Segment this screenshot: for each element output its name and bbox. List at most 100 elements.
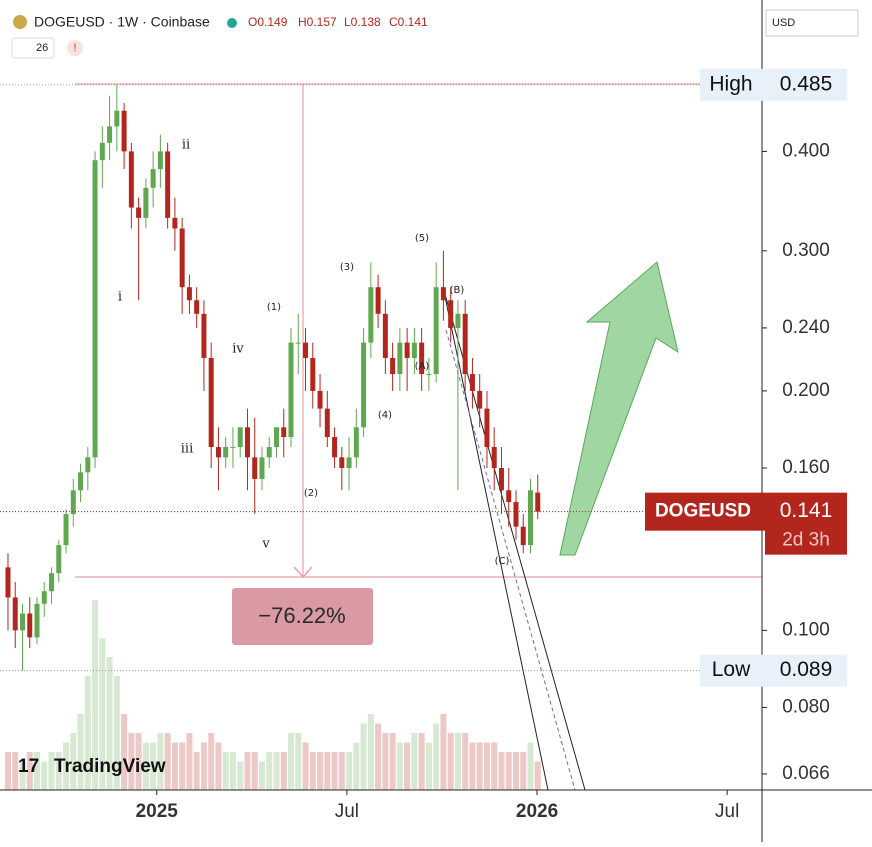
- volume-bar: [179, 742, 186, 790]
- candle-body: [5, 567, 11, 598]
- measure-arrowhead: [293, 566, 313, 579]
- volume-bar: [128, 733, 135, 790]
- wave-label: iv: [232, 342, 244, 357]
- alert-icon[interactable]: [67, 40, 83, 56]
- volume-bar: [237, 761, 244, 790]
- volume-bar: [121, 714, 128, 790]
- volume-bar: [527, 742, 534, 790]
- volume-bar: [512, 752, 519, 790]
- wave-label: (1): [267, 302, 281, 313]
- candle-body: [194, 300, 200, 314]
- x-tick-label: 2026: [516, 801, 558, 822]
- last-price: 0.141: [780, 499, 833, 522]
- candle-body: [273, 427, 279, 448]
- volume-bar: [135, 733, 142, 790]
- volume-bar: [193, 752, 200, 790]
- candle-body: [339, 457, 345, 468]
- volume-bar: [48, 752, 55, 790]
- volume-bar: [26, 752, 33, 790]
- volume-layer: [4, 600, 541, 790]
- candle-body: [78, 472, 84, 491]
- volume-bar: [433, 723, 440, 790]
- candle-body: [121, 110, 127, 152]
- volume-bar: [215, 742, 222, 790]
- candle-body: [288, 342, 294, 438]
- candle-body: [397, 342, 403, 375]
- wave-label: (4): [378, 410, 392, 421]
- wave-label: (2): [304, 488, 318, 499]
- low-label-text: Low: [712, 658, 751, 681]
- candle-body: [172, 217, 178, 229]
- volume-bar: [367, 714, 374, 790]
- y-tick-label: 0.240: [782, 317, 830, 338]
- currency-box[interactable]: [765, 9, 859, 37]
- volume-bar: [425, 742, 432, 790]
- candle-body: [498, 467, 504, 491]
- candle-body: [375, 287, 381, 314]
- volume-bar: [469, 742, 476, 790]
- candle-body: [455, 313, 461, 328]
- candle-body: [535, 492, 541, 512]
- ohlc: O0.149: [248, 15, 288, 29]
- volume-bar: [229, 752, 236, 790]
- candle-body: [353, 427, 359, 458]
- candle-body: [346, 457, 352, 468]
- candle-body: [179, 228, 185, 288]
- candle-body: [165, 151, 171, 218]
- candle-body: [324, 408, 330, 438]
- volume-bar: [520, 752, 527, 790]
- volume-bar: [505, 752, 512, 790]
- volume-bar: [411, 733, 418, 790]
- candle-body: [70, 490, 76, 515]
- low-label-box: [700, 654, 847, 687]
- candle-body: [252, 457, 258, 479]
- y-tick-label: 0.400: [782, 140, 830, 161]
- candle-body: [266, 447, 272, 458]
- volume-bar: [389, 733, 396, 790]
- candle-body: [114, 110, 120, 127]
- volume-bar: [382, 733, 389, 790]
- volume-bar: [476, 742, 483, 790]
- volume-bar: [77, 714, 84, 790]
- volume-bar: [396, 742, 403, 790]
- volume-bar: [346, 752, 353, 790]
- volume-bar: [338, 752, 345, 790]
- high-label-text: High: [709, 72, 752, 95]
- volume-bar: [99, 638, 106, 790]
- measure-box: [232, 588, 373, 645]
- wave-label: (B): [450, 285, 465, 296]
- candle-body: [411, 342, 417, 358]
- indicator-toggle[interactable]: [11, 37, 55, 59]
- volume-bar: [288, 733, 295, 790]
- candle-body: [440, 287, 446, 301]
- symbol: DOGEUSD · 1W · Coinbase: [34, 14, 210, 30]
- candle-body: [317, 390, 323, 409]
- volume-bar: [353, 742, 360, 790]
- candle-body: [34, 603, 40, 638]
- candle-body: [143, 187, 149, 218]
- wave-label: (A): [415, 361, 430, 372]
- volume-bar: [324, 752, 331, 790]
- candle-body: [237, 427, 243, 448]
- volume-bar: [41, 761, 48, 790]
- volume-bar: [19, 761, 26, 790]
- coin-icon: [13, 15, 27, 29]
- volume-bar: [4, 752, 11, 790]
- candle-body: [49, 573, 55, 592]
- candle-body: [382, 313, 388, 358]
- volume-bar: [331, 752, 338, 790]
- volume-bar: [483, 742, 490, 790]
- candle-body: [85, 457, 91, 473]
- candle-body: [419, 342, 425, 375]
- candle-body: [136, 207, 142, 218]
- candle-body: [208, 357, 214, 448]
- measure-label: −76.22%: [258, 603, 345, 628]
- volume-bar: [63, 742, 70, 790]
- volume-bar: [302, 742, 309, 790]
- volume-bar: [251, 752, 258, 790]
- volume-bar: [200, 742, 207, 790]
- candle-body: [259, 457, 265, 479]
- volume-bar: [92, 600, 99, 790]
